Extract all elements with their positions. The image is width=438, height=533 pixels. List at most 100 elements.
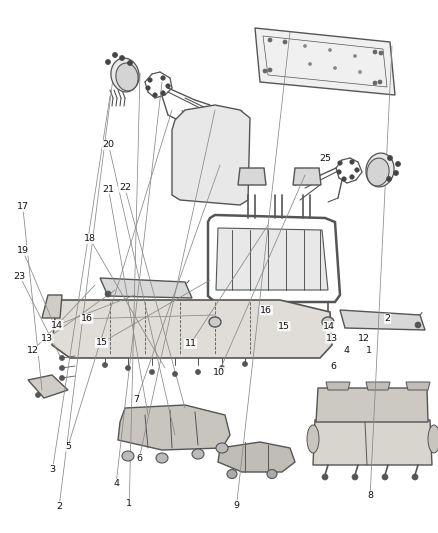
Ellipse shape — [192, 449, 204, 459]
Text: 7: 7 — [134, 395, 140, 404]
Ellipse shape — [60, 366, 64, 370]
Ellipse shape — [173, 372, 177, 376]
Text: 25: 25 — [319, 155, 331, 163]
Ellipse shape — [219, 366, 225, 370]
Ellipse shape — [378, 80, 382, 84]
Ellipse shape — [126, 366, 131, 370]
Polygon shape — [255, 28, 395, 95]
Text: 2: 2 — [56, 502, 62, 511]
Ellipse shape — [350, 175, 354, 179]
Polygon shape — [42, 295, 62, 318]
Ellipse shape — [102, 362, 107, 367]
Ellipse shape — [60, 356, 64, 360]
Text: 13: 13 — [326, 334, 338, 343]
Polygon shape — [172, 105, 250, 205]
Text: 2: 2 — [385, 314, 391, 323]
Ellipse shape — [412, 474, 418, 480]
Text: 12: 12 — [358, 334, 371, 343]
Text: 16: 16 — [260, 306, 272, 314]
Polygon shape — [293, 168, 321, 185]
Ellipse shape — [373, 50, 377, 54]
Text: 10: 10 — [213, 368, 225, 376]
Polygon shape — [216, 228, 328, 290]
Ellipse shape — [428, 425, 438, 453]
Ellipse shape — [304, 44, 307, 47]
Polygon shape — [406, 382, 430, 390]
Ellipse shape — [153, 93, 157, 97]
Ellipse shape — [268, 68, 272, 72]
Ellipse shape — [352, 474, 358, 480]
Polygon shape — [218, 442, 295, 472]
Ellipse shape — [166, 84, 170, 88]
Ellipse shape — [396, 161, 400, 166]
Polygon shape — [52, 300, 332, 358]
Ellipse shape — [106, 60, 110, 64]
Polygon shape — [326, 382, 350, 390]
Ellipse shape — [243, 361, 247, 367]
Text: 4: 4 — [113, 480, 119, 488]
Text: 13: 13 — [41, 334, 53, 343]
Text: 9: 9 — [233, 501, 240, 510]
Text: 17: 17 — [17, 203, 29, 211]
Text: 23: 23 — [14, 272, 26, 280]
Polygon shape — [366, 382, 390, 390]
Ellipse shape — [328, 49, 332, 52]
Ellipse shape — [116, 63, 138, 91]
Ellipse shape — [216, 443, 228, 453]
Text: 1: 1 — [126, 499, 132, 508]
Ellipse shape — [283, 40, 287, 44]
Text: 18: 18 — [84, 235, 96, 243]
Text: 3: 3 — [49, 465, 56, 473]
Text: 11: 11 — [184, 340, 197, 348]
Text: 1: 1 — [366, 346, 372, 355]
Ellipse shape — [127, 61, 133, 66]
Text: 5: 5 — [326, 324, 332, 332]
Ellipse shape — [337, 170, 341, 174]
Text: 22: 22 — [119, 183, 131, 192]
Text: 15: 15 — [95, 338, 108, 347]
Text: 14: 14 — [323, 322, 336, 330]
Ellipse shape — [308, 62, 311, 66]
Ellipse shape — [388, 156, 392, 160]
Ellipse shape — [307, 425, 319, 453]
Polygon shape — [28, 375, 68, 398]
Ellipse shape — [379, 51, 383, 55]
Ellipse shape — [122, 451, 134, 461]
Ellipse shape — [366, 153, 394, 187]
Ellipse shape — [209, 317, 221, 327]
Text: 6: 6 — [136, 454, 142, 463]
Text: 21: 21 — [102, 185, 115, 193]
Ellipse shape — [156, 453, 168, 463]
Ellipse shape — [60, 376, 64, 381]
Ellipse shape — [268, 38, 272, 42]
Ellipse shape — [195, 369, 201, 375]
Text: 5: 5 — [65, 442, 71, 451]
Ellipse shape — [373, 81, 377, 85]
Ellipse shape — [148, 78, 152, 82]
Ellipse shape — [393, 171, 399, 175]
Ellipse shape — [120, 55, 124, 61]
Text: 19: 19 — [17, 246, 29, 255]
Ellipse shape — [146, 86, 150, 90]
Ellipse shape — [367, 158, 389, 186]
Ellipse shape — [113, 52, 117, 58]
Text: 14: 14 — [51, 321, 63, 329]
Text: 4: 4 — [343, 346, 349, 355]
Ellipse shape — [35, 392, 40, 398]
Polygon shape — [340, 310, 425, 330]
Text: 8: 8 — [367, 491, 373, 500]
Ellipse shape — [149, 369, 155, 375]
Ellipse shape — [342, 177, 346, 181]
Ellipse shape — [382, 474, 388, 480]
Ellipse shape — [161, 91, 165, 95]
Ellipse shape — [358, 70, 361, 74]
Ellipse shape — [338, 161, 342, 165]
Text: 6: 6 — [331, 362, 337, 371]
Text: 12: 12 — [27, 346, 39, 355]
Ellipse shape — [353, 54, 357, 58]
Ellipse shape — [111, 58, 139, 92]
Ellipse shape — [333, 67, 336, 69]
Ellipse shape — [267, 470, 277, 479]
Ellipse shape — [386, 176, 392, 182]
Ellipse shape — [161, 76, 165, 80]
